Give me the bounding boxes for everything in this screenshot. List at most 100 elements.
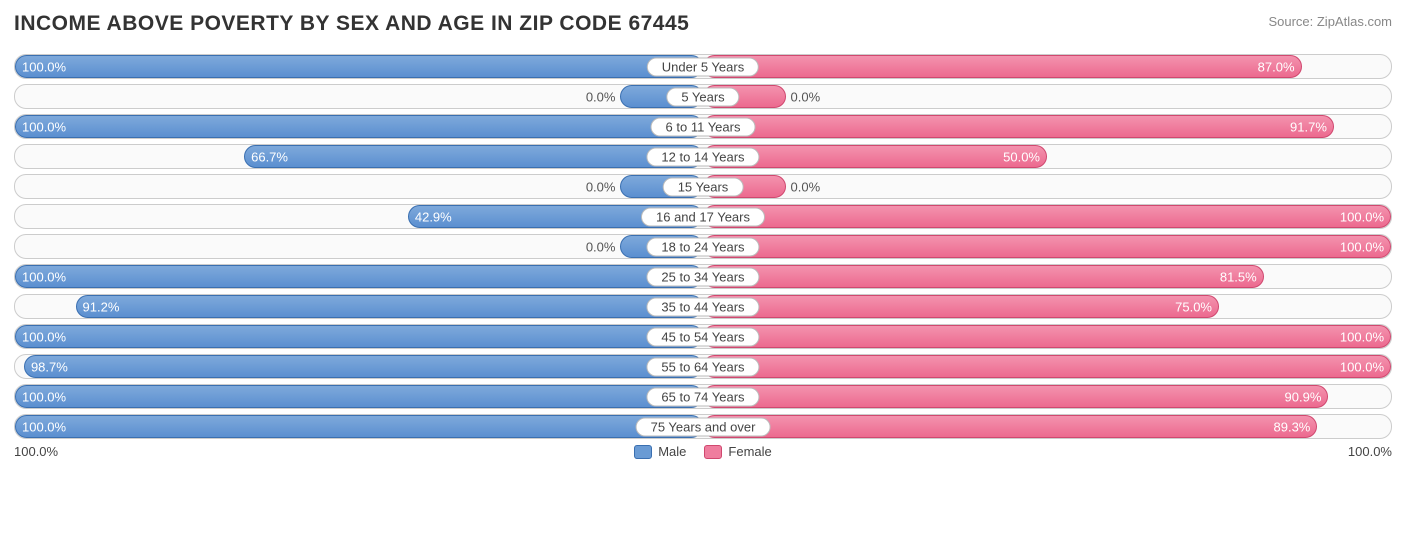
female-half: 75.0%	[703, 295, 1391, 318]
category-label: 12 to 14 Years	[646, 147, 759, 166]
diverging-bar-chart: 100.0% 87.0% Under 5 Years 0.0% 0.0% 5 Years 1…	[14, 54, 1392, 439]
female-value: 0.0%	[791, 179, 821, 194]
female-half: 100.0%	[703, 235, 1391, 258]
male-bar: 100.0%	[15, 265, 703, 288]
male-half: 100.0%	[15, 325, 703, 348]
category-label: 35 to 44 Years	[646, 297, 759, 316]
male-half: 42.9%	[15, 205, 703, 228]
male-half: 100.0%	[15, 385, 703, 408]
chart-row: 0.0% 0.0% 15 Years	[14, 174, 1392, 199]
chart-title: INCOME ABOVE POVERTY BY SEX AND AGE IN Z…	[14, 12, 689, 36]
category-label: 15 Years	[663, 177, 744, 196]
male-value: 100.0%	[22, 419, 66, 434]
legend-female: Female	[704, 444, 771, 459]
male-half: 100.0%	[15, 415, 703, 438]
source-label: Source: ZipAtlas.com	[1268, 14, 1392, 29]
male-value: 66.7%	[251, 149, 288, 164]
female-bar: 100.0%	[703, 235, 1391, 258]
chart-row: 100.0% 81.5% 25 to 34 Years	[14, 264, 1392, 289]
category-label: 25 to 34 Years	[646, 267, 759, 286]
category-label: 6 to 11 Years	[651, 117, 756, 136]
female-bar: 100.0%	[703, 355, 1391, 378]
male-value: 0.0%	[586, 179, 616, 194]
male-bar: 100.0%	[15, 415, 703, 438]
axis-left-label: 100.0%	[14, 444, 58, 459]
female-bar: 100.0%	[703, 325, 1391, 348]
male-half: 98.7%	[15, 355, 703, 378]
male-value: 98.7%	[31, 359, 68, 374]
female-bar: 90.9%	[703, 385, 1328, 408]
female-value: 0.0%	[791, 89, 821, 104]
female-bar: 75.0%	[703, 295, 1219, 318]
category-label: 55 to 64 Years	[646, 357, 759, 376]
male-half: 0.0%	[15, 85, 703, 108]
legend-female-label: Female	[728, 444, 771, 459]
male-bar: 100.0%	[15, 385, 703, 408]
category-label: 5 Years	[666, 87, 739, 106]
female-half: 50.0%	[703, 145, 1391, 168]
male-value: 100.0%	[22, 59, 66, 74]
female-value: 81.5%	[1220, 269, 1257, 284]
male-half: 0.0%	[15, 175, 703, 198]
male-value: 100.0%	[22, 389, 66, 404]
female-half: 0.0%	[703, 175, 1391, 198]
chart-row: 100.0% 89.3%75 Years and over	[14, 414, 1392, 439]
male-half: 100.0%	[15, 265, 703, 288]
female-half: 0.0%	[703, 85, 1391, 108]
male-bar: 100.0%	[15, 115, 703, 138]
male-half: 66.7%	[15, 145, 703, 168]
male-value: 0.0%	[586, 89, 616, 104]
male-half: 91.2%	[15, 295, 703, 318]
male-value: 100.0%	[22, 329, 66, 344]
female-half: 100.0%	[703, 355, 1391, 378]
male-half: 100.0%	[15, 55, 703, 78]
chart-row: 100.0% 90.9% 65 to 74 Years	[14, 384, 1392, 409]
category-label: 45 to 54 Years	[646, 327, 759, 346]
male-bar: 100.0%	[15, 325, 703, 348]
male-value: 100.0%	[22, 119, 66, 134]
category-label: 75 Years and over	[636, 417, 771, 436]
axis-right-label: 100.0%	[1348, 444, 1392, 459]
female-swatch-icon	[704, 445, 722, 459]
female-bar: 87.0%	[703, 55, 1302, 78]
female-bar: 100.0%	[703, 205, 1391, 228]
male-value: 100.0%	[22, 269, 66, 284]
category-label: Under 5 Years	[647, 57, 759, 76]
male-half: 0.0%	[15, 235, 703, 258]
female-value: 100.0%	[1340, 209, 1384, 224]
female-bar: 91.7%	[703, 115, 1334, 138]
chart-row: 66.7% 50.0% 12 to 14 Years	[14, 144, 1392, 169]
male-value: 0.0%	[586, 239, 616, 254]
chart-row: 42.9% 100.0% 16 and 17 Years	[14, 204, 1392, 229]
female-bar: 89.3%	[703, 415, 1317, 438]
male-swatch-icon	[634, 445, 652, 459]
category-label: 16 and 17 Years	[641, 207, 765, 226]
female-value: 50.0%	[1003, 149, 1040, 164]
chart-row: 0.0% 100.0%18 to 24 Years	[14, 234, 1392, 259]
female-value: 75.0%	[1175, 299, 1212, 314]
legend: Male Female	[634, 444, 772, 459]
male-bar: 98.7%	[24, 355, 703, 378]
category-label: 18 to 24 Years	[646, 237, 759, 256]
chart-row: 0.0% 0.0% 5 Years	[14, 84, 1392, 109]
male-value: 91.2%	[83, 299, 120, 314]
legend-male-label: Male	[658, 444, 686, 459]
female-value: 91.7%	[1290, 119, 1327, 134]
male-bar: 100.0%	[15, 55, 703, 78]
chart-row: 100.0% 100.0% 45 to 54 Years	[14, 324, 1392, 349]
legend-male: Male	[634, 444, 686, 459]
chart-row: 91.2% 75.0% 35 to 44 Years	[14, 294, 1392, 319]
chart-row: 98.7% 100.0% 55 to 64 Years	[14, 354, 1392, 379]
female-half: 87.0%	[703, 55, 1391, 78]
male-half: 100.0%	[15, 115, 703, 138]
female-half: 89.3%	[703, 415, 1391, 438]
chart-row: 100.0% 91.7% 6 to 11 Years	[14, 114, 1392, 139]
female-value: 90.9%	[1285, 389, 1322, 404]
female-half: 100.0%	[703, 325, 1391, 348]
female-value: 100.0%	[1340, 359, 1384, 374]
male-bar: 66.7%	[244, 145, 703, 168]
female-value: 87.0%	[1258, 59, 1295, 74]
female-half: 91.7%	[703, 115, 1391, 138]
category-label: 65 to 74 Years	[646, 387, 759, 406]
female-value: 100.0%	[1340, 329, 1384, 344]
